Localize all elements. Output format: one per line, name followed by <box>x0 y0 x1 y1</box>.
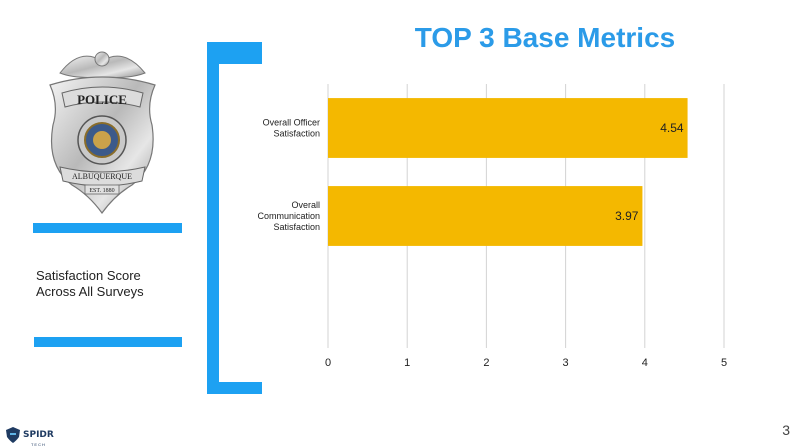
logo-name: SPIDR <box>23 429 54 440</box>
tick-label: 1 <box>404 357 410 369</box>
spidr-logo: SPIDR TECH <box>6 426 54 447</box>
tick-label: 2 <box>483 357 489 369</box>
bar-chart: 4.543.97 Overall OfficerSatisfactionOver… <box>257 84 727 369</box>
tick-label: 5 <box>721 357 727 369</box>
side-label: Satisfaction Score Across All Surveys <box>36 268 186 300</box>
data-label: 4.54 <box>660 121 684 135</box>
data-label: 3.97 <box>615 209 639 223</box>
category-label: Communication <box>257 211 320 221</box>
tick-label: 4 <box>642 357 648 369</box>
side-label-line2: Across All Surveys <box>36 284 144 299</box>
accent-bar-top <box>33 223 182 233</box>
police-badge-image: POLICE ALBUQUERQUE EST. 1880 <box>49 51 156 215</box>
category-label: Satisfaction <box>273 129 320 139</box>
side-label-line1: Satisfaction Score <box>36 268 141 283</box>
bar <box>328 186 643 246</box>
badge-bottom-text: ALBUQUERQUE <box>72 172 132 181</box>
tick-label: 3 <box>563 357 569 369</box>
bar <box>328 98 688 158</box>
category-labels: Overall OfficerSatisfactionOverallCommun… <box>257 118 320 233</box>
logo-sub: TECH <box>30 441 46 447</box>
bars: 4.54 3.97 <box>328 98 688 246</box>
accent-bar-bottom <box>34 337 182 347</box>
tick-label: 0 <box>325 357 331 369</box>
badge-top-text: POLICE <box>77 92 127 107</box>
shield-logo-icon <box>6 427 20 443</box>
page-number: 3 <box>782 422 790 438</box>
category-label: Overall <box>291 200 320 210</box>
category-label: Overall Officer <box>263 118 320 128</box>
tick-labels: 0 1 2 3 4 5 <box>325 357 727 369</box>
category-label: Satisfaction <box>273 222 320 232</box>
badge-est-text: EST. 1880 <box>89 188 114 194</box>
page-title: TOP 3 Base Metrics <box>414 22 676 53</box>
